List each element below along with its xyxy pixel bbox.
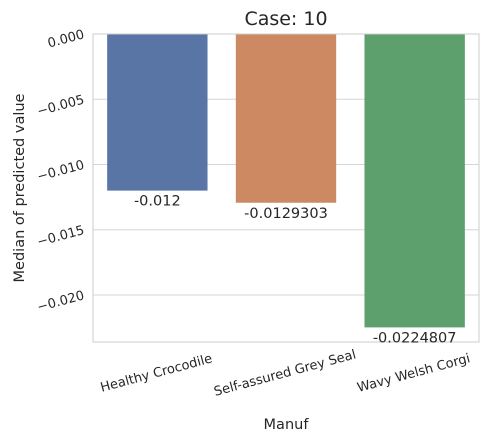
bar [235, 34, 337, 203]
y-tick-label: −0.010 [36, 158, 86, 185]
y-tick-label: −0.005 [36, 93, 86, 120]
data-label: -0.0224807 [373, 330, 457, 346]
chart-title: Case: 10 [244, 8, 327, 30]
data-label: -0.0129303 [244, 206, 328, 222]
y-axis-label: Median of predicted value [12, 93, 28, 282]
x-tick-label: Self-assured Grey Seal [212, 347, 357, 399]
plot-frame [92, 33, 480, 343]
x-tick-label: Wavy Welsh Corgi [356, 351, 472, 396]
bars [107, 34, 465, 328]
bar [364, 34, 465, 328]
data-label: -0.012 [134, 194, 181, 210]
bar [107, 34, 208, 191]
data-labels: -0.012 -0.0129303 -0.0224807 [134, 194, 457, 347]
x-axis-label: Manuf [264, 417, 310, 433]
y-tick-label: −0.015 [36, 223, 86, 250]
y-tick-labels: 0.000 −0.005 −0.010 −0.015 −0.020 [36, 27, 86, 315]
x-tick-label: Healthy Crocodile [99, 351, 214, 395]
y-tick-label: 0.000 [46, 27, 86, 51]
y-tick-label: −0.020 [36, 288, 86, 315]
